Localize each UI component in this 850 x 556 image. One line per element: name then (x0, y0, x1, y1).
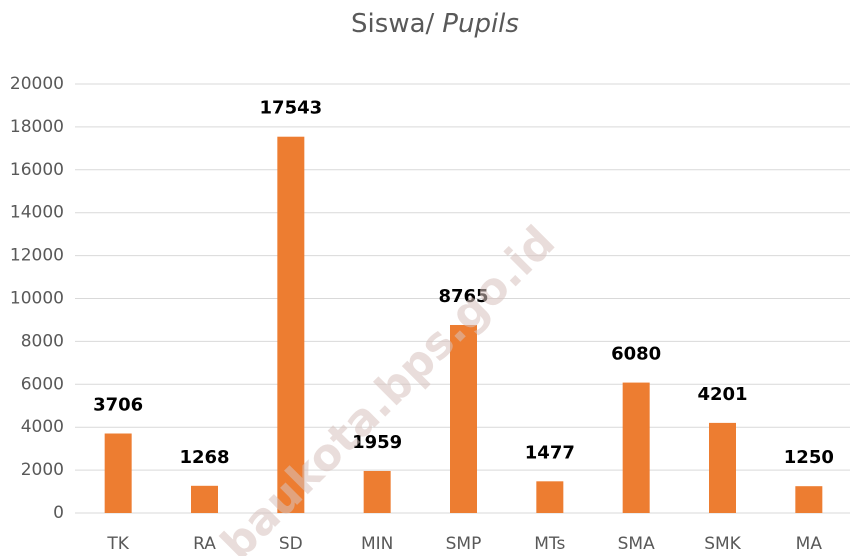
bar (795, 486, 823, 513)
data-label: 17543 (260, 98, 323, 119)
x-tick-label: SMK (704, 534, 741, 554)
y-tick-label: 2000 (21, 460, 64, 480)
y-tick-label: 0 (53, 503, 64, 523)
data-label: 1268 (179, 447, 229, 468)
x-tick-label: SD (279, 534, 303, 554)
x-tick-label: SMA (618, 534, 655, 554)
x-tick-label: MA (796, 534, 823, 554)
data-label: 1477 (525, 442, 575, 463)
bar (363, 470, 391, 513)
data-label: 3706 (93, 395, 143, 416)
title-main: Siswa/ (351, 9, 434, 39)
y-tick-label: 16000 (10, 160, 64, 180)
y-tick-label: 12000 (10, 246, 64, 266)
x-tick-label: MTs (534, 534, 565, 554)
bar (191, 485, 218, 513)
data-label: 1250 (784, 447, 834, 468)
x-tick-label: RA (193, 534, 216, 554)
y-tick-label: 6000 (21, 374, 64, 394)
y-tick-label: 18000 (10, 117, 64, 137)
y-tick-label: 8000 (21, 331, 64, 351)
data-label: 8765 (438, 286, 488, 307)
y-tick-label: 20000 (10, 74, 64, 94)
title-italic: Pupils (442, 9, 519, 39)
bar (536, 481, 564, 513)
x-tick-label: MIN (361, 534, 393, 554)
chart-title: Siswa/Pupils (351, 9, 519, 39)
data-label: 4201 (697, 384, 747, 405)
y-tick-label: 10000 (10, 289, 64, 309)
x-tick-label: TK (106, 534, 129, 554)
bar (450, 324, 477, 513)
bar (622, 382, 650, 513)
y-tick-label: 4000 (21, 417, 64, 437)
y-tick-label: 14000 (10, 203, 64, 223)
data-label: 1959 (352, 432, 402, 453)
bar (277, 136, 305, 514)
bar (104, 433, 132, 513)
x-tick-label: SMP (446, 534, 482, 554)
bar (709, 422, 736, 513)
data-label: 6080 (611, 344, 661, 365)
